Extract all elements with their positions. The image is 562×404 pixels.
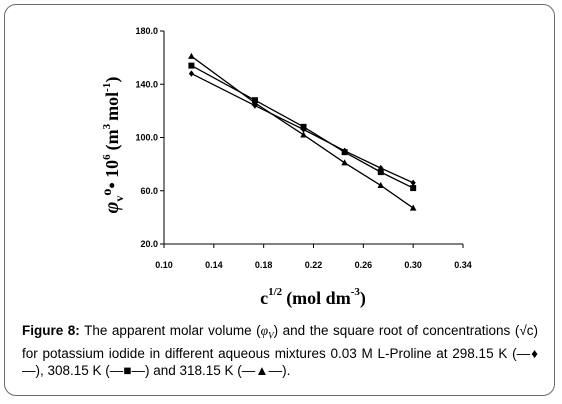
caption-text-1: The apparent molar volume (	[79, 323, 261, 338]
x-tick-label: 0.10	[155, 260, 173, 270]
y-tick-label: 60.0	[140, 186, 158, 196]
caption-text-2: ) and the square root of concentrations …	[22, 323, 539, 361]
triangle-point	[188, 52, 195, 59]
triangle-point	[251, 99, 259, 106]
figure-caption: Figure 8: The apparent molar volume (φV)…	[22, 322, 538, 379]
square-point	[188, 62, 195, 69]
diamond-point	[410, 179, 416, 186]
triangle-point	[300, 131, 307, 138]
x-axis-title: c1/2 (mol dm-3)	[260, 286, 366, 309]
caption-text-3: ), 308.15 K (	[35, 362, 110, 378]
legend-diamond: —♦—	[22, 345, 538, 378]
diamond-point	[378, 164, 384, 172]
triangle-point	[409, 204, 417, 211]
y-tick-label: 140.0	[135, 79, 158, 89]
series-group	[188, 52, 417, 211]
legend-square: —■—	[109, 362, 145, 378]
square-point	[300, 123, 307, 130]
square-point	[410, 185, 417, 192]
x-tick-label: 0.14	[205, 260, 223, 270]
x-tick-label: 0.22	[305, 260, 323, 270]
y-tick-label: 100.0	[135, 133, 158, 143]
caption-text-5: ).	[282, 362, 291, 378]
square-point	[341, 149, 348, 156]
caption-text-4: ) and 318.15 K (	[144, 362, 242, 378]
x-tick-label: 0.26	[355, 260, 373, 270]
series-line-triangle	[191, 55, 414, 209]
axes	[163, 31, 463, 245]
y-tick-label: 20.0	[140, 239, 158, 249]
caption-label: Figure 8:	[22, 323, 80, 338]
y-tick-label: 180.0	[135, 26, 158, 36]
chart: 0.10 0.14 0.18 0.22 0.26 0.30 0.34 20.0 60.0 100…	[100, 26, 472, 309]
x-tick-label: 0.30	[404, 260, 422, 270]
figure-frame	[4, 4, 555, 396]
x-tick-label: 0.34	[454, 260, 472, 270]
x-ticks: 0.10 0.14 0.18 0.22 0.26 0.30 0.34	[155, 244, 472, 270]
triangle-point	[341, 159, 348, 166]
y-axis-title: φvo• 106(m3mol-1)	[100, 77, 126, 214]
diamond-point	[188, 70, 195, 77]
square-point	[377, 169, 384, 176]
y-ticks: 20.0 60.0 100.0 140.0 180.0	[135, 26, 164, 249]
phi-v-symbol: φV	[260, 323, 274, 341]
x-tick-label: 0.18	[255, 260, 273, 270]
legend-triangle: —▲—	[241, 362, 283, 378]
triangle-point	[377, 181, 385, 189]
